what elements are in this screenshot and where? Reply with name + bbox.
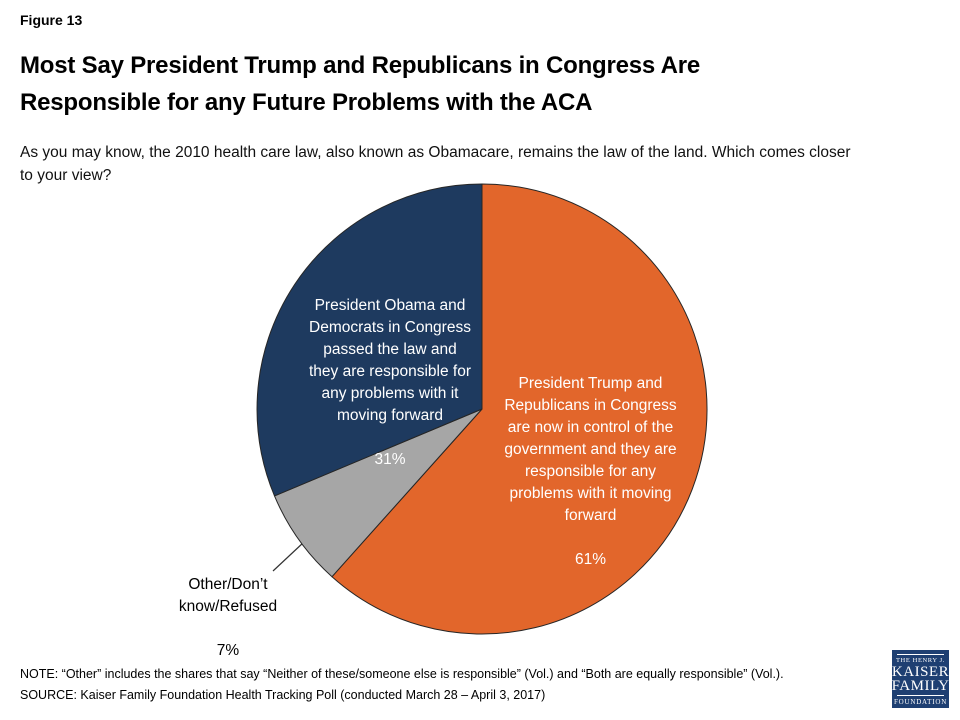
slice-label-other: Other/Don’t know/Refused 7% — [150, 552, 306, 684]
pie-slice-obama — [256, 183, 483, 497]
note-text: NOTE: “Other” includes the shares that s… — [20, 667, 784, 681]
logo-line-family: FAMILY — [891, 678, 950, 694]
kff-logo: THE HENRY J. KAISER FAMILY FOUNDATION — [892, 650, 949, 708]
other-label-leader-line — [272, 541, 305, 572]
logo-line-henry: THE HENRY J. — [895, 657, 946, 664]
pie-slice-trump — [331, 183, 708, 635]
slice-label-other-pct: 7% — [216, 642, 240, 659]
logo-rule-top — [897, 654, 944, 655]
footnote: NOTE: “Other” includes the shares that s… — [20, 664, 885, 706]
slice-label-trump-pct: 61% — [574, 551, 607, 568]
slice-label-other-text: Other/Don’t know/Refused — [178, 576, 278, 615]
figure-label: Figure 13 — [20, 12, 83, 28]
logo-line-kaiser: KAISER — [891, 664, 950, 680]
logo-rule-bottom — [897, 695, 944, 696]
slice-label-trump-text: President Trump and Republicans in Congr… — [504, 375, 677, 524]
logo-line-foundation: FOUNDATION — [893, 698, 948, 706]
slice-label-obama-pct: 31% — [374, 451, 406, 468]
page-title: Most Say President Trump and Republicans… — [20, 52, 701, 116]
slice-label-obama: President Obama and Democrats in Congres… — [288, 273, 492, 493]
slice-label-trump: President Trump and Republicans in Congr… — [487, 351, 694, 593]
slice-label-obama-text: President Obama and Democrats in Congres… — [309, 297, 471, 424]
survey-question: As you may know, the 2010 health care la… — [20, 144, 851, 184]
source-text: SOURCE: Kaiser Family Foundation Health … — [20, 688, 546, 702]
